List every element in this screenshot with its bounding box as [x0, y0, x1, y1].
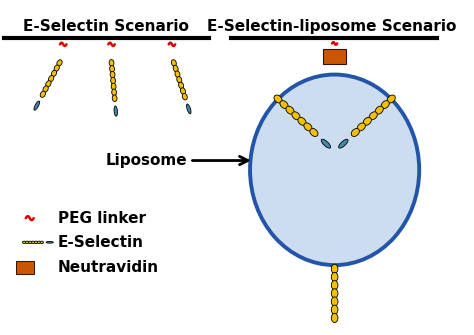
Ellipse shape — [31, 241, 35, 244]
Ellipse shape — [110, 77, 116, 84]
Ellipse shape — [181, 88, 185, 94]
Ellipse shape — [46, 81, 51, 87]
Ellipse shape — [331, 272, 338, 282]
Ellipse shape — [331, 281, 338, 290]
Ellipse shape — [175, 71, 180, 77]
Text: E-Selectin Scenario: E-Selectin Scenario — [23, 19, 189, 34]
Ellipse shape — [179, 82, 183, 89]
Ellipse shape — [40, 91, 46, 97]
Ellipse shape — [274, 95, 282, 103]
Ellipse shape — [22, 241, 26, 244]
FancyBboxPatch shape — [323, 49, 346, 64]
Ellipse shape — [351, 129, 359, 136]
Ellipse shape — [110, 71, 115, 78]
Ellipse shape — [280, 100, 288, 109]
Ellipse shape — [51, 70, 56, 76]
Ellipse shape — [310, 129, 318, 136]
Ellipse shape — [332, 328, 337, 335]
Ellipse shape — [321, 139, 330, 148]
Ellipse shape — [112, 95, 117, 102]
Ellipse shape — [286, 106, 294, 114]
Text: PEG linker: PEG linker — [58, 211, 146, 226]
Ellipse shape — [187, 104, 191, 114]
Ellipse shape — [173, 65, 178, 72]
Ellipse shape — [26, 241, 29, 244]
Ellipse shape — [182, 93, 187, 100]
Ellipse shape — [250, 75, 419, 265]
Ellipse shape — [369, 112, 377, 120]
Ellipse shape — [338, 139, 348, 148]
Ellipse shape — [57, 60, 62, 66]
Ellipse shape — [171, 60, 176, 66]
Text: Neutravidin: Neutravidin — [58, 260, 159, 275]
Ellipse shape — [54, 65, 59, 71]
Ellipse shape — [292, 112, 300, 120]
Ellipse shape — [37, 241, 41, 244]
Ellipse shape — [177, 76, 182, 83]
Ellipse shape — [48, 75, 54, 82]
Ellipse shape — [114, 106, 118, 116]
FancyBboxPatch shape — [16, 261, 35, 274]
Ellipse shape — [331, 289, 338, 298]
Ellipse shape — [109, 60, 114, 66]
Ellipse shape — [381, 100, 389, 109]
Ellipse shape — [34, 241, 37, 244]
Ellipse shape — [109, 66, 114, 72]
Ellipse shape — [331, 313, 338, 323]
Ellipse shape — [112, 89, 117, 96]
Ellipse shape — [298, 117, 306, 125]
Text: E-Selectin-liposome Scenario: E-Selectin-liposome Scenario — [207, 19, 456, 34]
Ellipse shape — [43, 86, 48, 92]
Text: E-Selectin: E-Selectin — [58, 235, 144, 250]
Ellipse shape — [331, 264, 338, 273]
Ellipse shape — [331, 297, 338, 306]
Ellipse shape — [331, 305, 338, 314]
Ellipse shape — [375, 106, 383, 114]
Ellipse shape — [28, 241, 32, 244]
Ellipse shape — [46, 242, 54, 243]
Text: Liposome: Liposome — [105, 153, 248, 168]
Ellipse shape — [363, 117, 371, 125]
Ellipse shape — [111, 83, 116, 90]
Ellipse shape — [304, 123, 312, 131]
Ellipse shape — [387, 95, 395, 103]
Ellipse shape — [40, 241, 44, 244]
Ellipse shape — [357, 123, 365, 131]
Ellipse shape — [34, 101, 40, 110]
